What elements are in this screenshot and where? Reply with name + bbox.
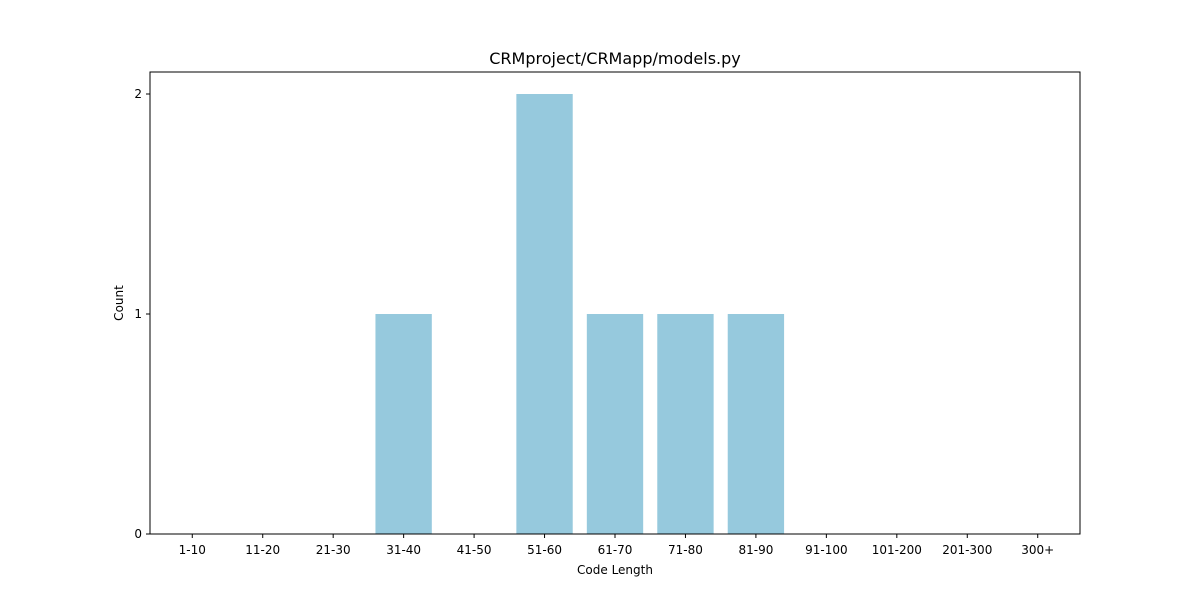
x-axis: 1-10 11-20 21-30 31-40 41-50 51-60 61-70 71-80 8… <box>179 534 1054 557</box>
x-axis-label: Code Length <box>577 563 653 577</box>
x-tick-label: 91-100 <box>805 543 848 557</box>
x-tick-label: 71-80 <box>668 543 703 557</box>
bar-61-70 <box>586 314 644 534</box>
x-tick-label: 81-90 <box>738 543 773 557</box>
bar-81-90 <box>727 314 785 534</box>
x-tick-label: 31-40 <box>386 543 421 557</box>
x-tick-label: 61-70 <box>598 543 633 557</box>
x-tick-label: 11-20 <box>245 543 280 557</box>
x-tick-label: 101-200 <box>872 543 922 557</box>
bar-71-80 <box>657 314 714 534</box>
y-tick-label: 0 <box>134 527 142 541</box>
x-tick-label: 1-10 <box>179 543 206 557</box>
x-tick-label: 21-30 <box>316 543 351 557</box>
y-axis-label: Count <box>112 285 126 321</box>
y-tick-label: 2 <box>134 87 142 101</box>
bar-31-40 <box>375 314 432 534</box>
x-tick-label: 201-300 <box>942 543 992 557</box>
x-tick-label: 300+ <box>1021 543 1054 557</box>
bars-layer <box>375 94 785 534</box>
chart-title: CRMproject/CRMapp/models.py <box>489 49 740 68</box>
x-tick-label: 41-50 <box>457 543 492 557</box>
y-axis: 0 1 2 <box>134 87 150 541</box>
x-tick-label: 51-60 <box>527 543 562 557</box>
bar-51-60 <box>516 94 573 534</box>
y-tick-label: 1 <box>134 307 142 321</box>
